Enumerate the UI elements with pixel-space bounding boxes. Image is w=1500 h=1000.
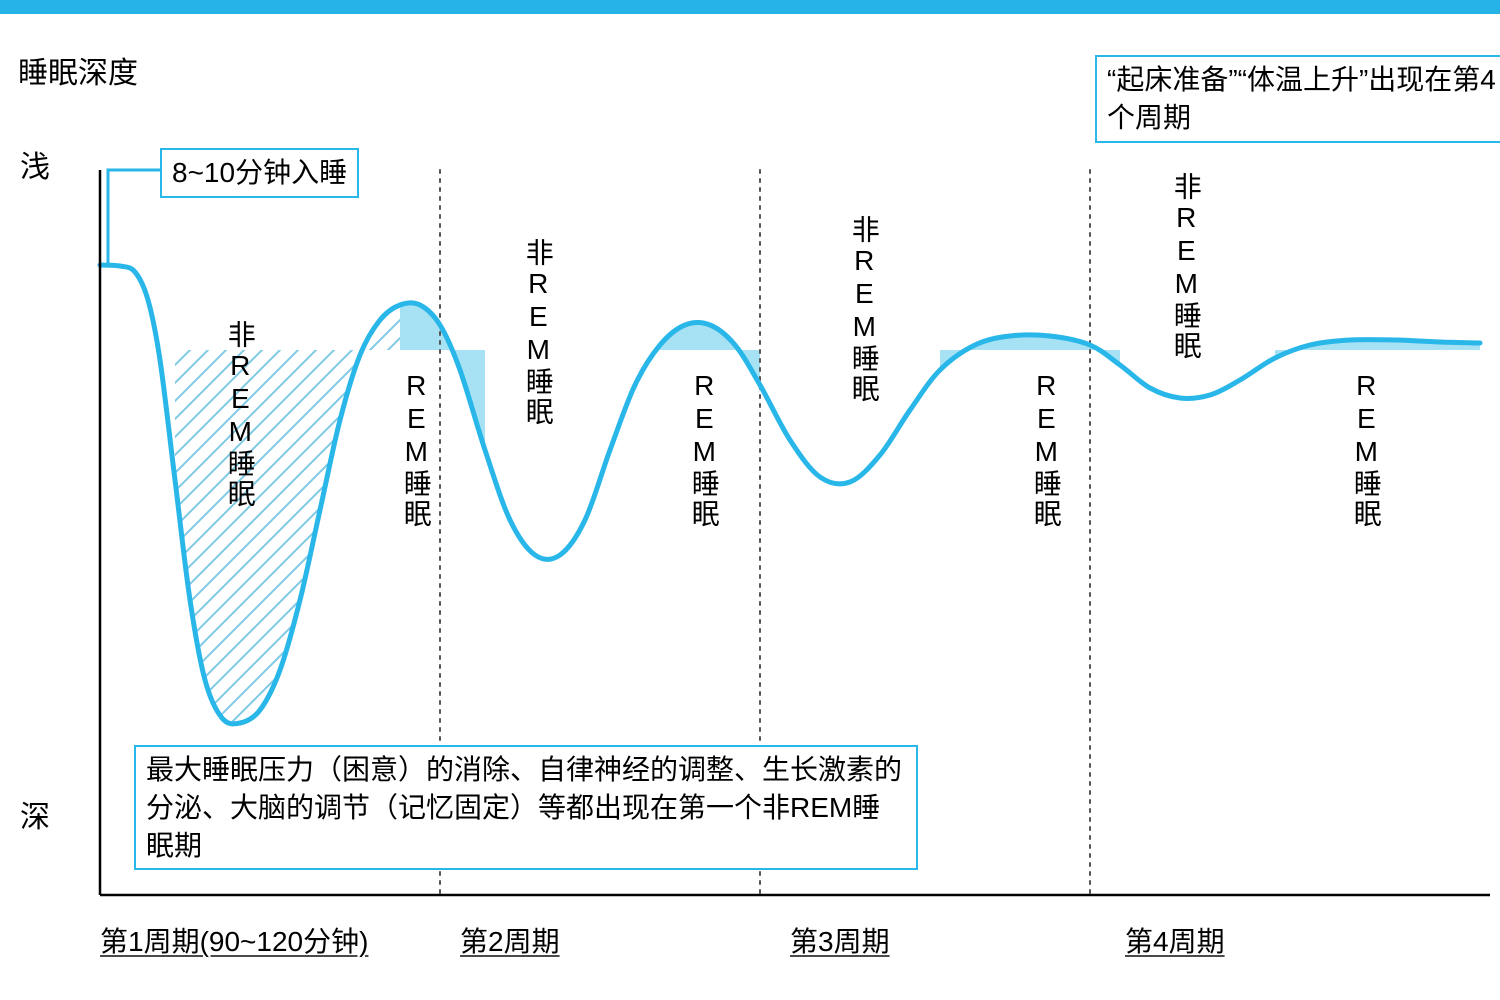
rem-sleep-label: REM睡眠 <box>1030 370 1061 529</box>
y-axis-title: 睡眠深度 <box>18 56 138 92</box>
x-axis-cycle-label: 第1周期(90~120分钟) <box>100 920 368 960</box>
rem-sleep-label: REM睡眠 <box>1350 370 1381 529</box>
nonrem-sleep-label: 非REM睡眠 <box>522 238 553 427</box>
sleep-cycle-chart: 睡眠深度 浅 深 8~10分钟入睡 “起床准备”“体温上升”出现在第4个周期 最… <box>0 0 1500 1000</box>
y-axis-deep-label: 深 <box>20 800 50 836</box>
x-axis-cycle-label: 第3周期 <box>790 920 890 960</box>
cycle4-callout: “起床准备”“体温上升”出现在第4个周期 <box>1095 55 1500 143</box>
nonrem-sleep-label: 非REM睡眠 <box>224 320 255 509</box>
nonrem-sleep-label: 非REM睡眠 <box>848 215 879 404</box>
rem-sleep-label: REM睡眠 <box>688 370 719 529</box>
x-axis-cycle-label: 第2周期 <box>460 920 560 960</box>
y-axis-shallow-label: 浅 <box>20 150 50 186</box>
x-axis-cycle-label: 第4周期 <box>1125 920 1225 960</box>
sleep-onset-callout: 8~10分钟入睡 <box>160 148 359 198</box>
rem-sleep-label: REM睡眠 <box>400 370 431 529</box>
nonrem-sleep-label: 非REM睡眠 <box>1170 172 1201 361</box>
first-nonrem-callout: 最大睡眠压力（困意）的消除、自律神经的调整、生长激素的分泌、大脑的调节（记忆固定… <box>134 745 918 870</box>
